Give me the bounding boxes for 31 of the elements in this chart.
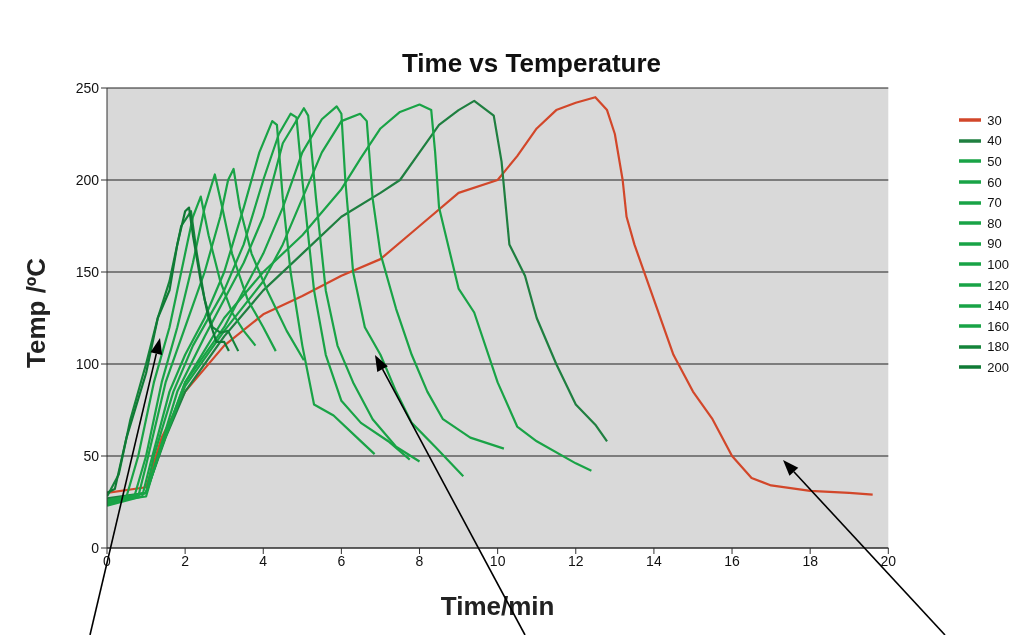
y-tick-label: 150 [75,263,100,280]
legend-label: 80 [987,215,1002,231]
y-tick-label: 250 [75,79,100,96]
x-tick-label: 20 [880,552,897,569]
chart-title: Time vs Temperature [400,48,663,79]
x-tick-label: 12 [567,552,584,569]
x-tick-label: 16 [724,552,741,569]
y-tick-label: 0 [91,539,100,556]
y-tick-label: 200 [75,171,100,188]
legend-label: 30 [987,112,1002,128]
x-tick-label: 2 [181,552,190,569]
legend-label: 90 [987,236,1002,252]
legend-label: 120 [987,277,1009,293]
y-axis-title: Temp /ºC [21,257,52,368]
legend-label: 70 [987,195,1002,211]
y-tick-label: 50 [83,447,100,464]
legend-label: 200 [987,359,1009,375]
legend-label: 40 [987,133,1002,149]
legend-label: 60 [987,174,1002,190]
legend-label: 100 [987,256,1009,272]
x-tick-label: 18 [802,552,819,569]
legend-label: 160 [987,318,1009,334]
x-tick-label: 4 [259,552,268,569]
x-tick-label: 8 [415,552,424,569]
x-tick-label: 14 [646,552,662,569]
legend-label: 140 [987,298,1009,314]
x-tick-label: 6 [337,552,346,569]
x-tick-label: 10 [489,552,506,569]
legend-label: 50 [987,153,1002,169]
legend-label: 180 [987,339,1009,355]
y-tick-label: 100 [75,355,100,372]
